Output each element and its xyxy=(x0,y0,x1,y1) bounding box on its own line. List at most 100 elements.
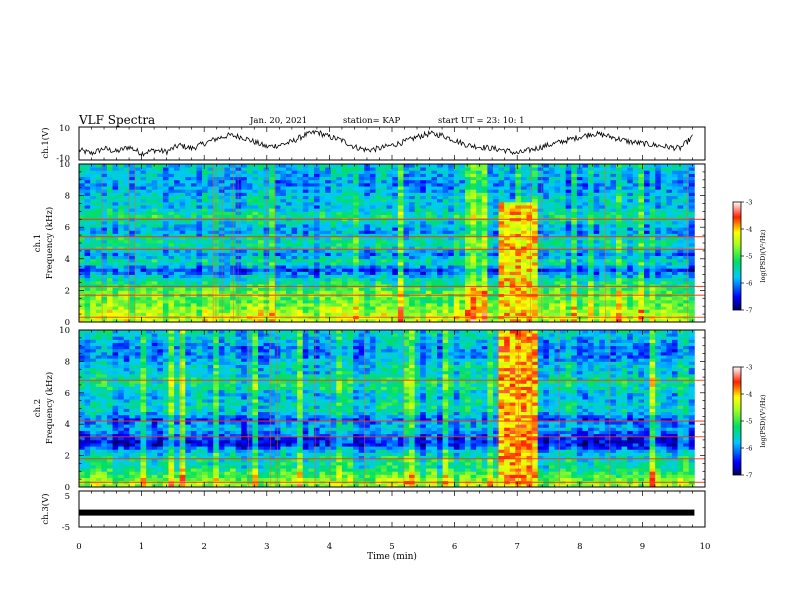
spectrogram-cell xyxy=(588,306,595,310)
spectrogram-cell xyxy=(369,227,376,231)
spectrogram-cell xyxy=(582,287,589,291)
spectrogram-cell xyxy=(101,299,108,304)
spectrogram-cell xyxy=(151,173,158,178)
spectrogram-cell xyxy=(386,201,393,206)
spectrogram-cell xyxy=(431,249,438,253)
spectrogram-cell xyxy=(403,255,410,260)
spectrogram-cell xyxy=(543,296,550,301)
spectrogram-cell xyxy=(79,274,85,279)
spectrogram-cell xyxy=(392,233,399,238)
spectrogram-cell xyxy=(263,230,270,234)
spectrogram-cell xyxy=(392,252,399,257)
spectrogram-cell xyxy=(302,258,309,263)
spectrogram-cell xyxy=(129,258,136,263)
spectrogram-cell xyxy=(548,306,555,310)
spectrogram-cell xyxy=(258,208,264,212)
spectrogram-cell xyxy=(146,201,153,206)
spectrogram-cell xyxy=(358,201,365,206)
spectrogram-cell xyxy=(520,167,527,171)
spectrogram-cell xyxy=(146,246,153,250)
spectrogram-cell xyxy=(224,214,231,219)
spectrogram-cell xyxy=(409,164,416,168)
spectrogram-cell xyxy=(285,236,292,241)
spectrogram-cell xyxy=(448,179,455,184)
spectrogram-cell xyxy=(140,277,147,282)
spectrogram-cell xyxy=(515,246,522,250)
spectrogram-cell xyxy=(101,236,108,241)
spectrogram-cell xyxy=(593,227,600,231)
spectrogram-cell xyxy=(459,236,466,241)
spectrogram-cell xyxy=(548,205,555,209)
spectrogram-cell xyxy=(599,255,606,260)
spectrogram-cell xyxy=(526,195,533,200)
spectrogram-cell xyxy=(302,189,309,193)
spectrogram-cell xyxy=(241,284,248,288)
spectrogram-cell xyxy=(241,220,248,225)
spectrogram-cell xyxy=(101,296,108,301)
spectrogram-cell xyxy=(202,214,209,219)
spectrogram-cell xyxy=(599,233,606,238)
spectrogram-cell xyxy=(526,208,533,212)
spectrogram-cell xyxy=(274,227,281,231)
spectrogram-cell xyxy=(565,227,572,231)
spectrogram-cell xyxy=(90,220,97,225)
spectrogram-cell xyxy=(179,195,186,200)
spectrogram-cell xyxy=(297,284,304,288)
spectrogram-cell xyxy=(185,214,192,219)
spectrogram-cell xyxy=(168,195,175,200)
spectrogram-cell xyxy=(330,309,337,313)
spectrogram-cell xyxy=(230,201,237,206)
spectrogram-cell xyxy=(185,284,192,288)
spectrogram-cell xyxy=(565,170,572,174)
spectrogram-cell xyxy=(509,198,516,203)
spectrogram-cell xyxy=(554,182,561,187)
spectrogram-cell xyxy=(459,230,466,234)
spectrogram-cell xyxy=(526,167,533,171)
spectrogram-cell xyxy=(168,224,175,228)
spectrogram-cell xyxy=(593,274,600,279)
spectrogram-cell xyxy=(509,246,516,250)
spectrogram-cell xyxy=(140,268,147,272)
spectrogram-cell xyxy=(353,201,360,206)
spectrogram-cell xyxy=(481,249,488,253)
spectrogram-cell xyxy=(425,227,432,231)
spectrogram-cell xyxy=(146,261,153,266)
spectrogram-cell xyxy=(241,299,248,304)
spectrogram-cell xyxy=(532,230,539,234)
spectrogram-cell xyxy=(554,296,561,301)
spectrogram-cell xyxy=(537,233,544,238)
spectrogram-cell xyxy=(498,284,505,288)
spectrogram-cell xyxy=(588,290,595,294)
spectrogram-cell xyxy=(269,176,276,181)
spectrogram-cell xyxy=(325,280,332,285)
spectrogram-cell xyxy=(106,284,113,288)
spectrogram-cell xyxy=(285,265,292,269)
spectrogram-cell xyxy=(515,268,522,272)
spectrogram-cell xyxy=(157,261,164,266)
spectrogram-cell xyxy=(308,220,315,225)
spectrogram-cell xyxy=(341,176,348,181)
spectrogram-cell xyxy=(582,309,589,313)
spectrogram-cell xyxy=(448,189,455,193)
spectrogram-cell xyxy=(79,208,85,212)
spectrogram-cell xyxy=(409,274,416,279)
spectrogram-cell xyxy=(319,182,326,187)
spectrogram-cell xyxy=(336,277,343,282)
spectrogram-cell xyxy=(465,299,471,304)
spectrogram-cell xyxy=(459,227,466,231)
spectrogram-cell xyxy=(560,236,567,241)
spectrogram-cell xyxy=(224,182,231,187)
spectrogram-cell xyxy=(241,258,248,263)
spectrogram-cell xyxy=(397,205,404,209)
spectrogram-cell xyxy=(280,233,287,238)
spectrogram-cell xyxy=(576,246,583,250)
spectrogram-cell xyxy=(476,303,483,307)
spectrogram-cell xyxy=(369,299,376,304)
spectrogram-cell xyxy=(347,277,354,282)
spectrogram-cell xyxy=(252,274,259,279)
spectrogram-cell xyxy=(616,198,623,203)
spectrogram-cell xyxy=(515,255,522,260)
spectrogram-cell xyxy=(621,261,628,266)
spectrogram-cell xyxy=(571,211,578,215)
spectrogram-cell xyxy=(269,220,276,225)
